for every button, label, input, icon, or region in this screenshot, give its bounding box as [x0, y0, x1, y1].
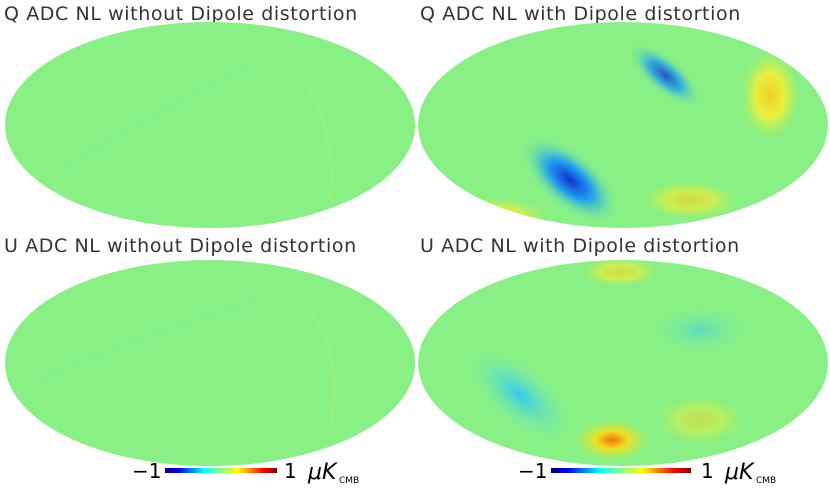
map [5, 22, 415, 228]
colorbar-max: 1 [284, 459, 297, 483]
map [418, 260, 828, 466]
colorbar-min: −1 [518, 459, 547, 483]
colorbar-unit: μK [724, 460, 755, 485]
panel-title: Q ADC NL without Dipole distortion [4, 3, 358, 25]
panel-title: U ADC NL with Dipole distortion [420, 235, 740, 257]
colorbar-max: 1 [701, 459, 714, 483]
panel-title: U ADC NL without Dipole distortion [4, 235, 357, 257]
colorbar-unit-sub: CMB [339, 476, 359, 486]
colorbar-min: −1 [132, 459, 161, 483]
colorbar-unit: μK [307, 460, 338, 485]
map [418, 22, 828, 228]
map [5, 260, 415, 466]
panel-title: Q ADC NL with Dipole distortion [420, 3, 741, 25]
colorbar [551, 468, 691, 473]
colorbar-unit-sub: CMB [756, 476, 776, 486]
colorbar [165, 468, 277, 473]
